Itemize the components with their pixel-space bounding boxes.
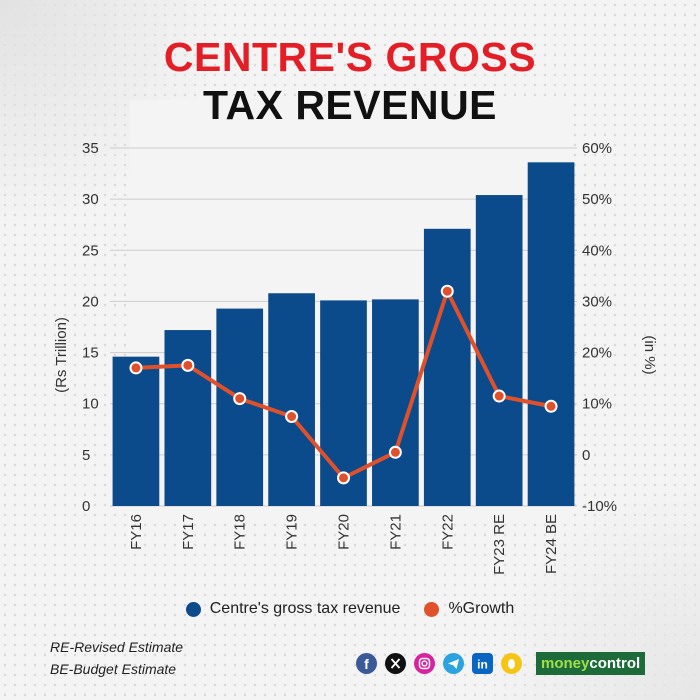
- telegram-icon[interactable]: [443, 653, 464, 674]
- y2-tick-label: -10%: [582, 498, 617, 515]
- y2-tick-label: 50%: [582, 191, 612, 208]
- legend: Centre's gross tax revenue %Growth: [0, 600, 700, 618]
- bar: [112, 356, 160, 506]
- bar: [527, 162, 575, 506]
- moneycontrol-logo: moneycontrol: [536, 652, 646, 675]
- y2-tick-label: 0: [582, 447, 590, 464]
- x-tick-label: FY16: [128, 514, 145, 550]
- x-tick-label: FY18: [232, 514, 249, 550]
- y2-tick-label: 40%: [582, 242, 612, 259]
- bar: [164, 330, 212, 506]
- x-axis: FY16 FY17 FY18 FY19 FY20 FY21 FY22 FY23 RE FY24 …: [128, 514, 560, 575]
- growth-point: [181, 358, 195, 372]
- legend-item-revenue: Centre's gross tax revenue: [185, 600, 401, 618]
- x-tick-label: FY19: [284, 514, 301, 550]
- growth-point: [129, 361, 143, 375]
- y-tick-label: 5: [82, 447, 90, 464]
- legend-swatch-growth: [424, 601, 440, 617]
- y-tick-label: 35: [82, 140, 99, 157]
- growth-point: [233, 392, 247, 406]
- y-tick-label: 25: [82, 242, 99, 259]
- x-tick-label: FY17: [180, 514, 197, 550]
- legend-label-growth: %Growth: [448, 600, 515, 617]
- x-tick-label: FY23 RE: [491, 514, 508, 575]
- growth-point: [285, 410, 299, 423]
- y-axis-left: 0 5 10 15 20 25 30 35: [82, 140, 99, 515]
- y2-tick-label: 10%: [582, 396, 612, 413]
- chart-title-line2: TAX REVENUE: [202, 82, 498, 128]
- y-axis-label: (Rs Trillion): [53, 317, 70, 393]
- koo-icon[interactable]: [501, 653, 522, 674]
- social-bar: f in moneycontrol: [356, 652, 646, 675]
- growth-point: [337, 471, 350, 485]
- legend-label-revenue: Centre's gross tax revenue: [209, 600, 401, 617]
- linkedin-icon[interactable]: in: [472, 653, 493, 674]
- y2-tick-label: 30%: [582, 293, 612, 310]
- x-tick-label: FY24 BE: [543, 514, 560, 574]
- x-tick-label: FY21: [387, 514, 404, 550]
- bar: [268, 293, 315, 506]
- instagram-icon[interactable]: [414, 653, 435, 674]
- logo-part-control: control: [589, 655, 641, 672]
- growth-point: [544, 399, 558, 413]
- y-tick-label: 30: [82, 191, 99, 208]
- legend-swatch-revenue: [185, 601, 201, 617]
- x-icon[interactable]: [385, 653, 406, 674]
- y-tick-label: 10: [82, 396, 99, 413]
- x-tick-label: FY20: [336, 514, 353, 550]
- growth-point: [492, 389, 506, 403]
- y2-tick-label: 20%: [582, 345, 612, 362]
- growth-point: [388, 445, 402, 459]
- facebook-icon[interactable]: f: [356, 653, 377, 674]
- y-tick-label: 15: [82, 345, 99, 362]
- x-tick-label: FY22: [439, 514, 456, 550]
- chart-title-line1: CENTRE'S GROSS: [163, 34, 537, 80]
- bar: [423, 228, 471, 506]
- growth-line-series: [129, 284, 558, 485]
- svg-text:in: in: [477, 658, 488, 672]
- y-tick-label: 20: [82, 293, 99, 310]
- bar-series: [112, 162, 575, 506]
- bar: [216, 308, 264, 506]
- logo-part-money: money: [541, 655, 590, 672]
- y-axis-right: -10% 0 10% 20% 30% 40% 50% 60%: [582, 140, 617, 515]
- svg-text:f: f: [364, 656, 369, 672]
- note-re: RE-Revised Estimate: [50, 639, 184, 655]
- bar: [475, 195, 523, 506]
- footnotes: RE-Revised Estimate BE-Budget Estimate: [50, 636, 183, 680]
- note-be: BE-Budget Estimate: [50, 661, 177, 677]
- y2-axis-label: (in %): [641, 335, 658, 374]
- growth-point: [440, 284, 454, 298]
- legend-item-growth: %Growth: [424, 600, 514, 618]
- y-tick-label: 0: [82, 498, 90, 515]
- y2-tick-label: 60%: [582, 140, 612, 157]
